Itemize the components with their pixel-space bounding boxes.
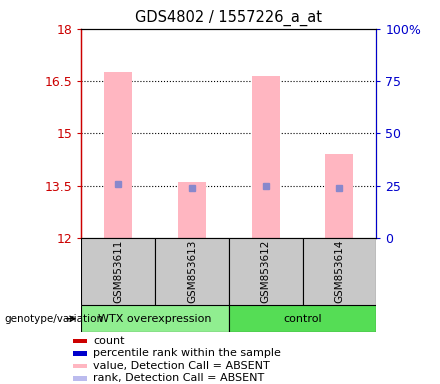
Bar [104, 73, 132, 238]
Bar [178, 182, 206, 238]
Bar [73, 339, 87, 343]
Bar [81, 238, 155, 305]
Bar [73, 351, 87, 356]
Bar [81, 305, 229, 332]
Text: GSM853613: GSM853613 [187, 240, 197, 303]
Text: rank, Detection Call = ABSENT: rank, Detection Call = ABSENT [93, 373, 264, 383]
Text: GSM853612: GSM853612 [260, 240, 271, 303]
Text: GSM853614: GSM853614 [334, 240, 345, 303]
Text: count: count [93, 336, 125, 346]
Bar [229, 305, 376, 332]
Text: percentile rank within the sample: percentile rank within the sample [93, 348, 281, 358]
Bar [252, 76, 280, 238]
Bar [303, 238, 376, 305]
Text: WTX overexpression: WTX overexpression [99, 314, 212, 324]
Bar [325, 154, 353, 238]
Text: control: control [283, 314, 322, 324]
Text: genotype/variation: genotype/variation [4, 314, 103, 324]
Bar [73, 364, 87, 368]
Bar [73, 376, 87, 381]
Text: value, Detection Call = ABSENT: value, Detection Call = ABSENT [93, 361, 270, 371]
Title: GDS4802 / 1557226_a_at: GDS4802 / 1557226_a_at [136, 10, 323, 26]
Text: GSM853611: GSM853611 [113, 240, 123, 303]
Bar [229, 238, 303, 305]
Bar [155, 238, 229, 305]
